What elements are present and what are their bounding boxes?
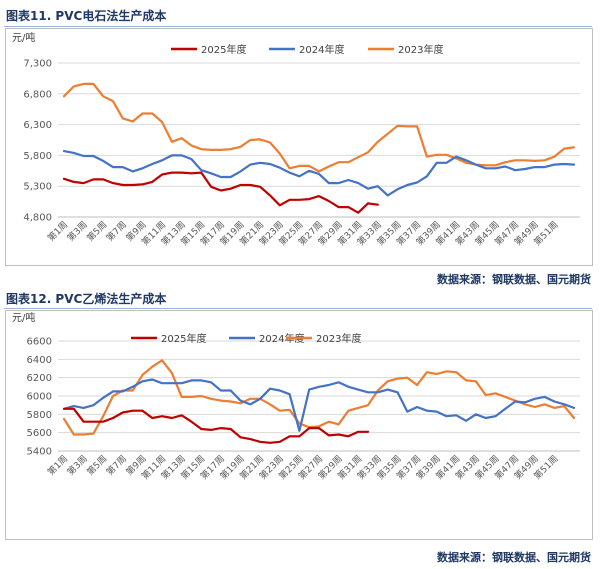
chart-panel-11: 4,800 5,300 5,800 6,300 6,800 7,300 元/吨 第1周 第3周第… — [5, 28, 593, 266]
y-axis-label: 元/吨 — [12, 311, 35, 324]
figure-11-title-rule — [4, 26, 592, 27]
series-line-2025年度 — [62, 171, 379, 214]
series-line-2025年度 — [62, 407, 370, 444]
series-line-2023年度 — [62, 359, 576, 436]
x-tick-label: 第7周 — [104, 219, 129, 244]
y-tick-label: 6200 — [27, 373, 52, 384]
figure-12-source: 数据来源：钢联数据、国元期货 — [437, 551, 591, 564]
y-tick-label: 5600 — [27, 428, 52, 439]
legend-label: 2025年度 — [161, 332, 206, 345]
y-tick-label: 5400 — [27, 447, 52, 458]
x-tick-label: 第5周 — [84, 453, 109, 478]
chart-pvc-ethylene-cost: 5400560058006000620064006600元/吨第1周第3周第5周… — [12, 311, 580, 482]
x-tick-label: 第7周 — [104, 453, 129, 478]
y-tick-label: 7,300 — [23, 59, 52, 70]
y-tick-label: 6,800 — [23, 89, 52, 100]
figure-12-title-rule — [4, 308, 592, 309]
y-tick-label: 6600 — [27, 337, 52, 348]
figure-11-title: 图表11. PVC电石法生产成本 — [6, 9, 167, 23]
chart-pvc-carbide-cost: 4,8005,3005,8006,3006,8007,300元/吨第1周第3周第… — [12, 31, 580, 248]
legend-label: 2023年度 — [398, 43, 443, 56]
y-tick-label: 6,300 — [23, 120, 52, 131]
x-tick-label: 第3周 — [64, 219, 89, 244]
chart-panel-12: 5400 5600 5800 6000 6200 6400 6600 元/吨 第1周 第3周 第5周… — [5, 310, 593, 540]
figure-12-title: 图表12. PVC乙烯法生产成本 — [6, 292, 167, 306]
legend-label: 2025年度 — [201, 43, 246, 56]
figure-11-source: 数据来源：钢联数据、国元期货 — [437, 273, 591, 286]
legend-label: 2023年度 — [316, 332, 361, 345]
legend-label: 2024年度 — [259, 332, 304, 345]
y-tick-label: 5,800 — [23, 151, 52, 162]
y-tick-label: 6000 — [27, 392, 52, 403]
y-tick-label: 5800 — [27, 410, 52, 421]
y-tick-label: 4,800 — [23, 213, 52, 224]
series-line-2024年度 — [62, 378, 576, 432]
y-axis-label: 元/吨 — [12, 31, 35, 44]
x-tick-label: 第5周 — [84, 219, 109, 244]
x-tick-label: 第3周 — [64, 453, 89, 478]
y-tick-label: 5,300 — [23, 182, 52, 193]
y-tick-label: 6400 — [27, 355, 52, 366]
legend-label: 2024年度 — [299, 43, 344, 56]
series-line-2023年度 — [62, 82, 576, 173]
series-line-2024年度 — [62, 149, 576, 197]
